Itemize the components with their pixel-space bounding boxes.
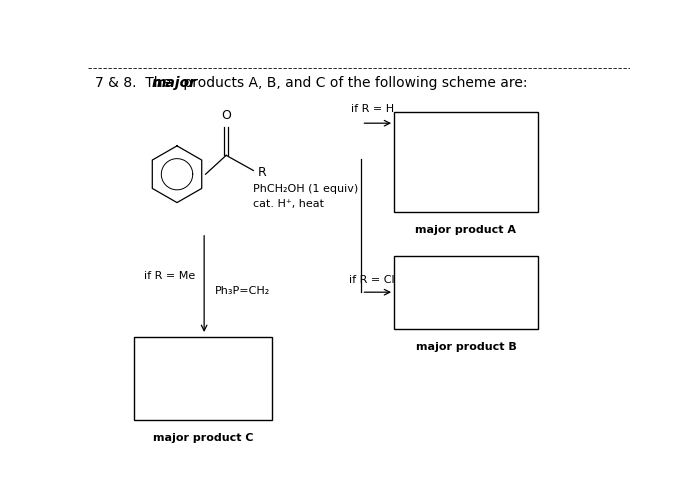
Text: if R = Cl: if R = Cl xyxy=(349,275,395,285)
Text: major: major xyxy=(151,77,197,90)
Text: O: O xyxy=(221,109,231,122)
Text: cat. H⁺, heat: cat. H⁺, heat xyxy=(253,199,324,209)
Text: major product A: major product A xyxy=(415,225,517,235)
Text: 7 & 8.  The: 7 & 8. The xyxy=(94,77,175,90)
Bar xyxy=(394,112,538,212)
Text: PhCH₂OH (1 equiv): PhCH₂OH (1 equiv) xyxy=(253,184,358,194)
Text: products A, B, and C of the following scheme are:: products A, B, and C of the following sc… xyxy=(178,77,527,90)
Bar xyxy=(394,255,538,329)
Text: major product C: major product C xyxy=(153,433,253,443)
Bar xyxy=(134,337,272,420)
Text: major product B: major product B xyxy=(416,343,517,353)
Text: Ph₃P=CH₂: Ph₃P=CH₂ xyxy=(215,286,270,297)
Text: if R = Me: if R = Me xyxy=(144,272,196,281)
Text: R: R xyxy=(258,166,267,179)
Text: if R = H: if R = H xyxy=(351,104,394,114)
